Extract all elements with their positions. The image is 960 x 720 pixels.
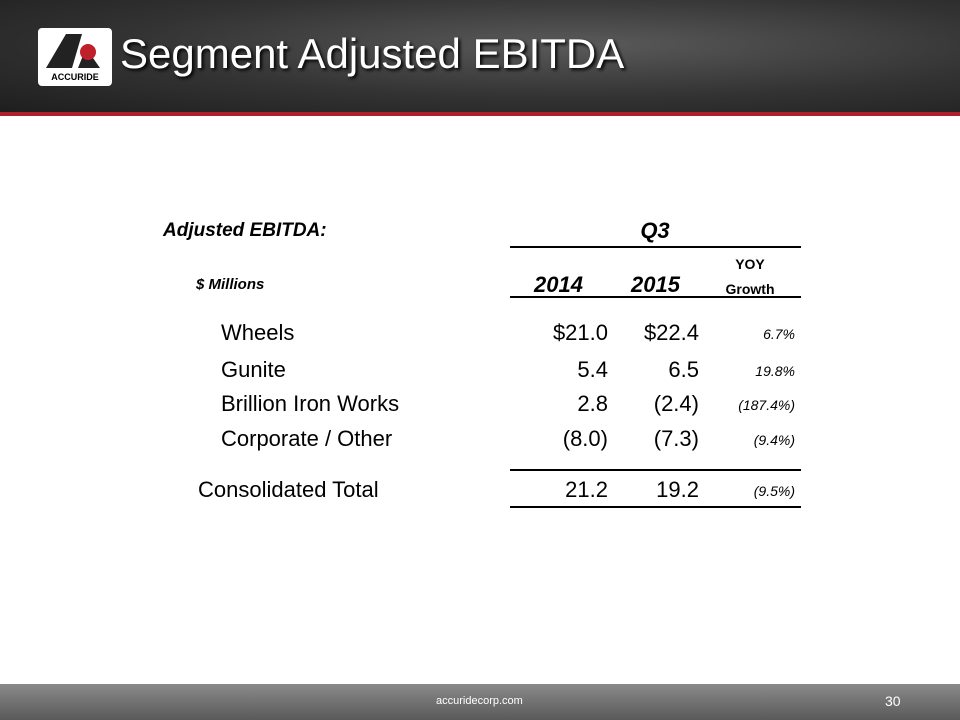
row-label: Brillion Iron Works: [221, 391, 400, 416]
cell: $21.0: [552, 320, 608, 345]
rule: [510, 469, 801, 471]
row-label: Wheels: [221, 320, 295, 345]
header-rule: [0, 112, 960, 116]
row-label: Corporate / Other: [221, 426, 393, 451]
period: Q3: [640, 218, 670, 243]
growth-cell: 6.7%: [763, 326, 795, 342]
rule: [510, 246, 801, 248]
row-label: Gunite: [221, 357, 286, 382]
growth-cell: (9.5%): [753, 483, 795, 499]
cell: 2.8: [577, 391, 608, 416]
cell: 6.5: [668, 357, 699, 382]
slide-title: Segment Adjusted EBITDA: [120, 30, 625, 77]
column-header: 2014: [534, 272, 583, 297]
table-label: Adjusted EBITDA:: [163, 220, 327, 241]
growth-cell: (187.4%): [738, 397, 795, 413]
cell: $22.4: [643, 320, 699, 345]
cell: (7.3): [653, 426, 699, 451]
logo: ACCURIDE: [38, 28, 112, 86]
column-header: 2015: [631, 272, 680, 297]
logo-text: ACCURIDE: [51, 72, 99, 82]
footer-band: accuridecorp.com 30: [0, 684, 960, 720]
page-number: 30: [885, 693, 901, 709]
growth-cell: (9.4%): [753, 432, 795, 448]
cell: 21.2: [565, 477, 608, 502]
units: $ Millions: [196, 276, 265, 293]
header-band: [0, 0, 960, 112]
cell: (8.0): [562, 426, 608, 451]
cell: 5.4: [577, 357, 608, 382]
footer-site: accuridecorp.com: [436, 695, 523, 707]
rule: [510, 296, 801, 298]
column-header: YOY Growth: [725, 256, 775, 297]
cell: 19.2: [656, 477, 699, 502]
row-label: Consolidated Total: [198, 477, 379, 502]
cell: (2.4): [653, 391, 699, 416]
rule: [510, 506, 801, 508]
growth-cell: 19.8%: [755, 363, 795, 379]
